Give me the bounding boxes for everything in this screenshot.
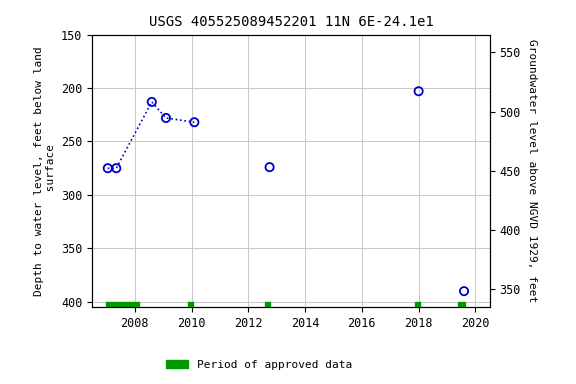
Legend: Period of approved data: Period of approved data: [162, 356, 357, 375]
Point: [190, 119, 199, 125]
Y-axis label: Groundwater level above NGVD 1929, feet: Groundwater level above NGVD 1929, feet: [528, 39, 537, 303]
Title: USGS 405525089452201 11N 6E-24.1e1: USGS 405525089452201 11N 6E-24.1e1: [149, 15, 433, 29]
Point: [460, 288, 469, 294]
Point: [161, 115, 170, 121]
Point: [103, 165, 112, 171]
Y-axis label: Depth to water level, feet below land
 surface: Depth to water level, feet below land su…: [34, 46, 55, 296]
Point: [147, 99, 157, 105]
Point: [112, 165, 121, 171]
Point: [414, 88, 423, 94]
Point: [265, 164, 274, 170]
